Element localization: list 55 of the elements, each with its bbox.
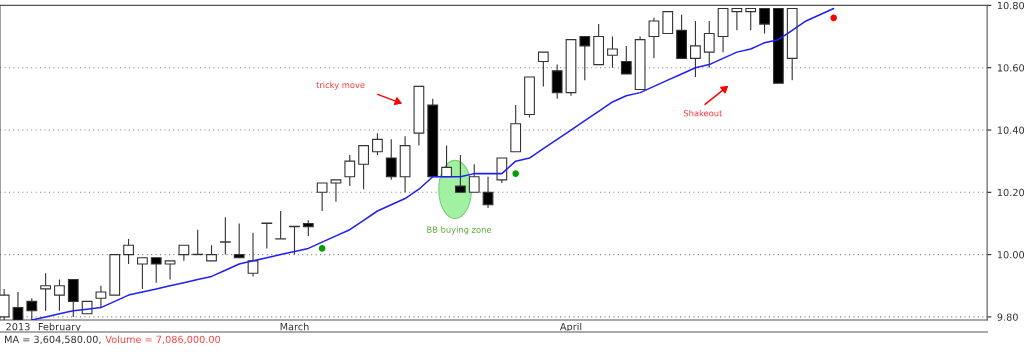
candlestick — [454, 154, 466, 193]
point — [512, 170, 519, 177]
x-tick-label: March — [280, 322, 309, 331]
point — [830, 14, 837, 22]
candlestick — [648, 17, 660, 59]
candlestick — [344, 154, 356, 187]
candlestick — [330, 179, 342, 203]
candlestick — [385, 138, 397, 181]
candlestick — [662, 11, 674, 34]
candlestick — [40, 272, 52, 312]
candlestick — [12, 291, 24, 321]
candlestick — [316, 182, 328, 212]
y-tick-label: 10.60 — [997, 64, 1024, 72]
candlestick — [579, 35, 591, 81]
candlestick — [233, 222, 245, 259]
annotation: BB buying zone — [427, 226, 492, 235]
point — [318, 245, 326, 252]
candlestick — [690, 20, 701, 78]
candlestick — [496, 157, 508, 184]
x-tick-label: April — [559, 322, 582, 333]
candlestick — [468, 163, 480, 193]
candlestick — [703, 20, 715, 69]
candlestick — [219, 216, 231, 256]
candlestick — [54, 278, 65, 312]
annotation: Shakeout — [683, 109, 723, 117]
candlestick — [620, 45, 632, 75]
candlestick — [0, 288, 10, 321]
candlestick — [759, 7, 770, 34]
annotation: tricky move — [316, 81, 365, 90]
candlestick — [372, 132, 383, 156]
candlestick — [358, 145, 370, 190]
y-tick-label: 10.80 — [997, 1, 1024, 10]
text: MA = 3,604,580.00, — [5, 335, 101, 345]
line-series — [31, 7, 835, 321]
candlestick — [537, 51, 549, 87]
x-tick-label: February — [38, 322, 81, 333]
candlestick — [275, 210, 287, 240]
candlestick — [137, 257, 148, 290]
candlestick — [607, 35, 618, 69]
candlestick — [482, 176, 494, 209]
candlestick — [745, 7, 757, 31]
y-tick-label: 10.20 — [997, 188, 1024, 197]
y-tick-label: 9.80 — [997, 313, 1018, 321]
text: Volume = 7,086,000.00 — [105, 335, 221, 345]
candlestick — [26, 297, 38, 321]
y-tick-label: 10.40 — [997, 126, 1024, 134]
candlestick — [95, 285, 107, 309]
x-tick-label: 2013 — [6, 322, 30, 331]
candlestick — [150, 257, 162, 284]
y-tick-label: 10.00 — [997, 251, 1024, 259]
candlestick — [123, 238, 134, 265]
candlestick — [67, 278, 79, 318]
candlestick — [551, 64, 563, 100]
candlestick — [731, 7, 743, 31]
candlestick — [164, 260, 176, 281]
